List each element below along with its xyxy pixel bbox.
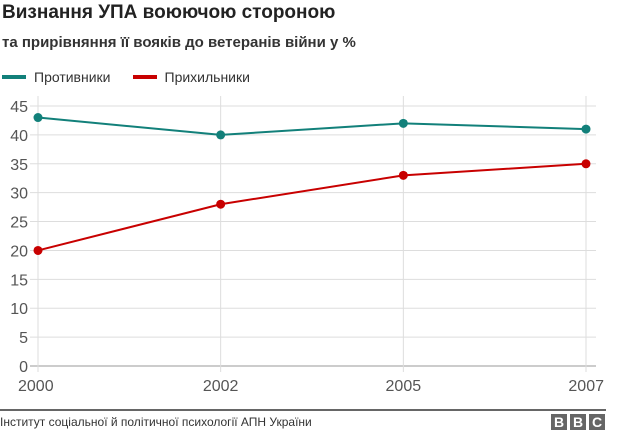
legend-label: Противники <box>34 69 111 85</box>
y-tick-label: 0 <box>19 359 28 376</box>
legend-swatch <box>2 75 26 79</box>
y-tick-label: 25 <box>10 215 28 232</box>
x-tick-label: 2005 <box>386 378 422 395</box>
y-tick-label: 15 <box>10 272 28 289</box>
chart-title: Визнання УПА воюючою стороною <box>2 2 336 23</box>
x-tick-label: 2002 <box>203 378 239 395</box>
y-tick-label: 20 <box>10 243 28 260</box>
chart-subtitle: та прирівняння її вояків до ветеранів ві… <box>2 34 356 51</box>
data-point <box>581 124 591 134</box>
data-point <box>33 113 43 123</box>
y-tick-label: 10 <box>10 301 28 318</box>
data-point <box>398 118 408 128</box>
x-tick-label: 2007 <box>568 378 604 395</box>
y-tick-label: 40 <box>10 128 28 145</box>
y-tick-label: 5 <box>19 330 28 347</box>
source-text: Інститут соціальної й політичної психоло… <box>0 415 312 429</box>
legend: Противники Прихильники <box>2 69 250 85</box>
data-point <box>216 199 226 209</box>
legend-item-1: Прихильники <box>132 69 250 85</box>
y-tick-label: 30 <box>10 186 28 203</box>
legend-swatch <box>132 75 157 79</box>
x-tick-label: 2000 <box>18 378 54 395</box>
data-point <box>33 245 43 255</box>
y-tick-label: 45 <box>10 99 28 116</box>
y-tick-label: 35 <box>10 157 28 174</box>
line-chart: 0 5 10 15 20 25 30 35 40 45 2000 2002 2005 2007 <box>10 96 604 395</box>
legend-label: Прихильники <box>164 69 250 85</box>
data-point <box>581 159 591 169</box>
series-line <box>37 116 587 136</box>
legend-item-0: Противники <box>2 69 111 85</box>
series-line <box>37 162 587 252</box>
footer-divider <box>0 409 606 411</box>
data-point <box>216 130 226 140</box>
data-point <box>398 170 408 180</box>
